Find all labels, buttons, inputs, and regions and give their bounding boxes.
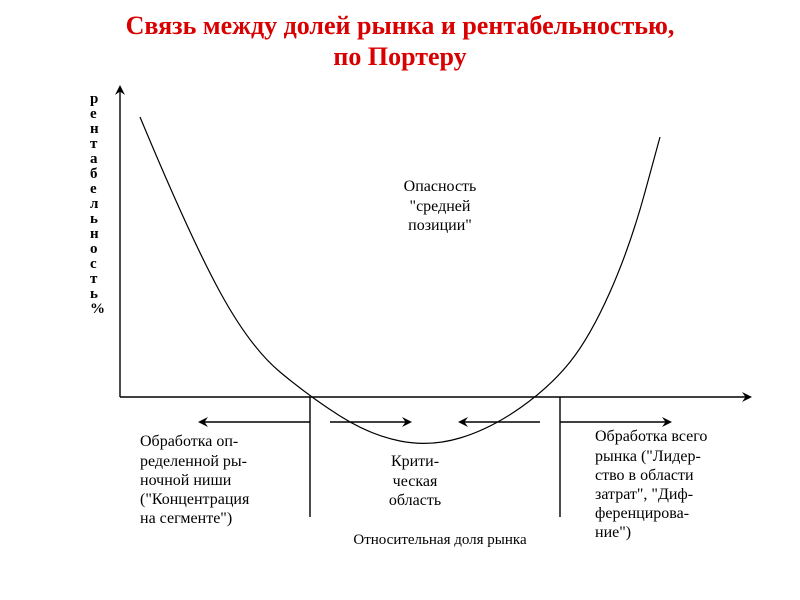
market-strategy-label: Обработка всего рынка ("Лидер- ство в об… [595, 427, 765, 542]
critical-area-label: Крити- ческая область [365, 452, 465, 510]
page-title: Связь между долей рынка и рентабельность… [0, 0, 800, 72]
porter-chart: рентабельность% Опасность "средней позиц… [30, 77, 770, 547]
niche-strategy-label: Обработка оп- ределенной ры- ночной ниши… [140, 432, 300, 528]
title-line2: по Портеру [333, 42, 466, 71]
danger-label: Опасность "средней позиции" [370, 177, 510, 235]
y-axis-label: рентабельность% [90, 92, 105, 317]
x-axis-label: Относительная доля рынка [290, 532, 590, 549]
title-line1: Связь между долей рынка и рентабельность… [126, 11, 675, 40]
